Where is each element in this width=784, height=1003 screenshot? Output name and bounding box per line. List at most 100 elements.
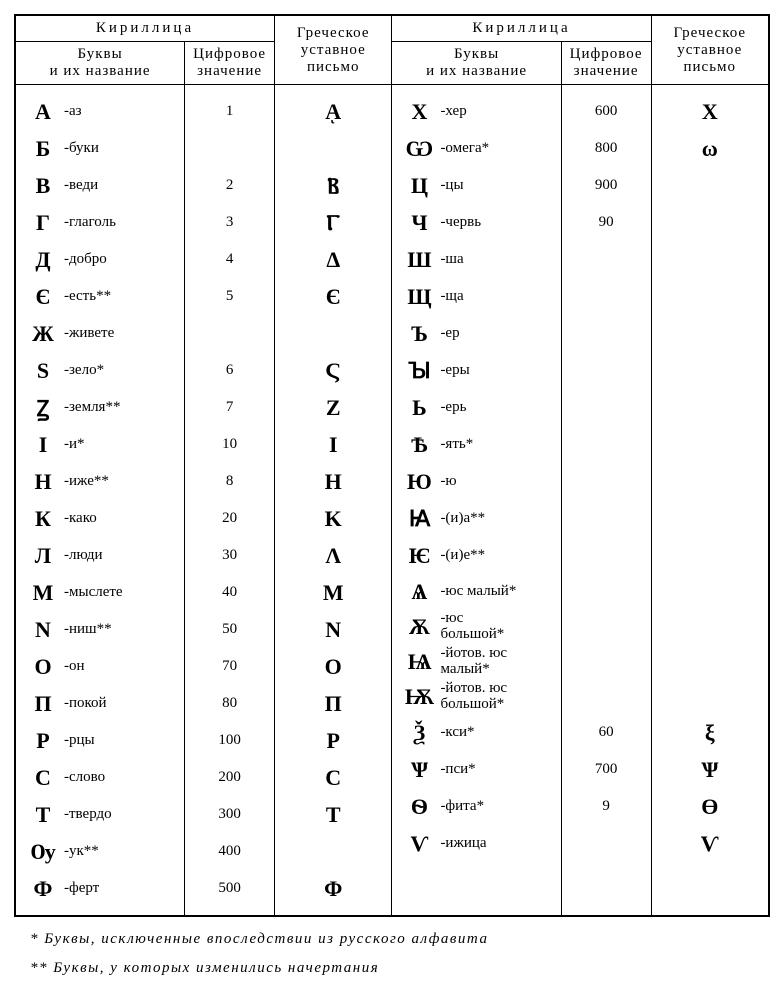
greek-letter-glyph: Ѱ <box>652 751 768 788</box>
greek-letter-glyph: Ϛ <box>275 352 391 389</box>
greek-letter-glyph: Χ <box>652 93 768 130</box>
letter-name: -твердо <box>62 806 176 823</box>
table-row: Ѹ-ук** <box>16 833 184 870</box>
table-row: К-како <box>16 500 184 537</box>
greek-letter-glyph <box>652 167 768 204</box>
numeric-value: 200 <box>185 759 274 796</box>
greek-letter-glyph <box>275 833 391 870</box>
table-row: Х-хер <box>392 93 560 130</box>
table-row: Ю-ю <box>392 463 560 500</box>
cyrillic-letter-glyph: Ѳ <box>400 794 438 820</box>
cyrillic-letter-glyph: Б <box>24 136 62 162</box>
numeric-value: 500 <box>185 870 274 907</box>
letter-name: -зело* <box>62 362 176 379</box>
numeric-value <box>562 609 651 644</box>
table-row: Ѵ-ижица <box>392 825 560 862</box>
table-row: Г-глаголь <box>16 204 184 241</box>
table-row: Ѣ-ять* <box>392 426 560 463</box>
numeric-value <box>562 679 651 714</box>
greek-letter-glyph: Н <box>275 463 391 500</box>
letter-name: -добро <box>62 251 176 268</box>
numeric-value <box>562 644 651 679</box>
table-row: Є-есть** <box>16 278 184 315</box>
letter-name: -аз <box>62 103 176 120</box>
greek-letter-glyph: Ν <box>275 611 391 648</box>
table-row: Ш-ша <box>392 241 560 278</box>
numeric-value <box>562 537 651 574</box>
alphabet-table: Кириллица Греческоеуставноеписьмо Кирилл… <box>14 14 770 917</box>
letter-name: -фита* <box>438 798 552 815</box>
greek-letter-glyph: Є <box>275 278 391 315</box>
letter-name: -цы <box>438 177 552 194</box>
cyrillic-letter-glyph: Ц <box>400 173 438 199</box>
cyrillic-letter-glyph: Ѭ <box>400 685 438 708</box>
numeric-value: 2 <box>185 167 274 204</box>
col-right-letters: Х-херѠ-омега*Ц-цыЧ-червьШ-шаЩ-щаЪ-ерꙐ-ер… <box>392 85 561 916</box>
greek-letter-glyph <box>652 204 768 241</box>
table-row: Ъ-ер <box>392 315 560 352</box>
greek-letter-glyph <box>275 130 391 167</box>
cyrillic-letter-glyph: Ѣ <box>400 432 438 458</box>
cyrillic-letter-glyph: Ꙁ <box>24 393 62 423</box>
hdr-numeric-right: Цифровоезначение <box>561 42 651 85</box>
col-right-greek: ΧωξѰϴѴ <box>651 85 768 916</box>
numeric-value <box>562 500 651 537</box>
numeric-value: 600 <box>562 93 651 130</box>
greek-letter-glyph: Ι <box>275 426 391 463</box>
greek-letter-glyph: Δ <box>275 241 391 278</box>
numeric-value: 3 <box>185 204 274 241</box>
table-row: Ж-живете <box>16 315 184 352</box>
letter-name: -кси* <box>438 724 552 741</box>
cyrillic-letter-glyph: Ь <box>400 395 438 421</box>
greek-letter-glyph: ϴ <box>652 788 768 825</box>
table-row: Ь-ерь <box>392 389 560 426</box>
col-left-greek: ᾼⲂⲄΔЄϚZΙНΚΛΜΝΟΠΡCΤΦ <box>275 85 392 916</box>
cyrillic-letter-glyph: Ѵ <box>400 831 438 857</box>
table-row: Ч-червь <box>392 204 560 241</box>
hdr-greek-left: Греческоеуставноеписьмо <box>275 16 392 85</box>
letter-name: -ук** <box>62 843 176 860</box>
numeric-value <box>562 463 651 500</box>
greek-letter-glyph: Μ <box>275 574 391 611</box>
table-row: Ꙁ-земля** <box>16 389 184 426</box>
cyrillic-letter-glyph: І <box>24 432 62 458</box>
letter-name: -буки <box>62 140 176 157</box>
letter-name: -(и)а** <box>438 510 552 527</box>
greek-letter-glyph <box>652 463 768 500</box>
cyrillic-letter-glyph: Ъ <box>400 321 438 347</box>
table-row: Ѩ-йотов. юс малый* <box>392 644 560 679</box>
letter-name: -ер <box>438 325 552 342</box>
letter-name: -люди <box>62 547 176 564</box>
cyrillic-letter-glyph: Ч <box>400 210 438 236</box>
greek-letter-glyph: Π <box>275 685 391 722</box>
numeric-value: 700 <box>562 751 651 788</box>
table-row: N-ниш** <box>16 611 184 648</box>
table-row: В-веди <box>16 167 184 204</box>
cyrillic-letter-glyph: Ѧ <box>400 580 438 603</box>
cyrillic-letter-glyph: Є <box>24 284 62 310</box>
greek-letter-glyph <box>652 537 768 574</box>
greek-letter-glyph <box>652 679 768 714</box>
numeric-value: 900 <box>562 167 651 204</box>
letter-name: -ерь <box>438 399 552 416</box>
numeric-value: 50 <box>185 611 274 648</box>
numeric-value: 7 <box>185 389 274 426</box>
cyrillic-letter-glyph: Ѩ <box>400 650 438 673</box>
greek-letter-glyph: C <box>275 759 391 796</box>
letter-name: -живете <box>62 325 176 342</box>
letter-name: -ша <box>438 251 552 268</box>
numeric-value: 1 <box>185 93 274 130</box>
hdr-greek-right: Греческоеуставноеписьмо <box>651 16 768 85</box>
numeric-value <box>185 315 274 352</box>
letter-name: -еры <box>438 362 552 379</box>
greek-letter-glyph <box>652 278 768 315</box>
letter-name: -покой <box>62 695 176 712</box>
table-row: С-слово <box>16 759 184 796</box>
greek-letter-glyph <box>652 389 768 426</box>
numeric-value: 6 <box>185 352 274 389</box>
greek-letter-glyph: Ο <box>275 648 391 685</box>
greek-letter-glyph: Φ <box>275 870 391 907</box>
cyrillic-letter-glyph: Ѕ <box>24 358 62 384</box>
cyrillic-letter-glyph: О <box>24 654 62 680</box>
numeric-value <box>562 278 651 315</box>
